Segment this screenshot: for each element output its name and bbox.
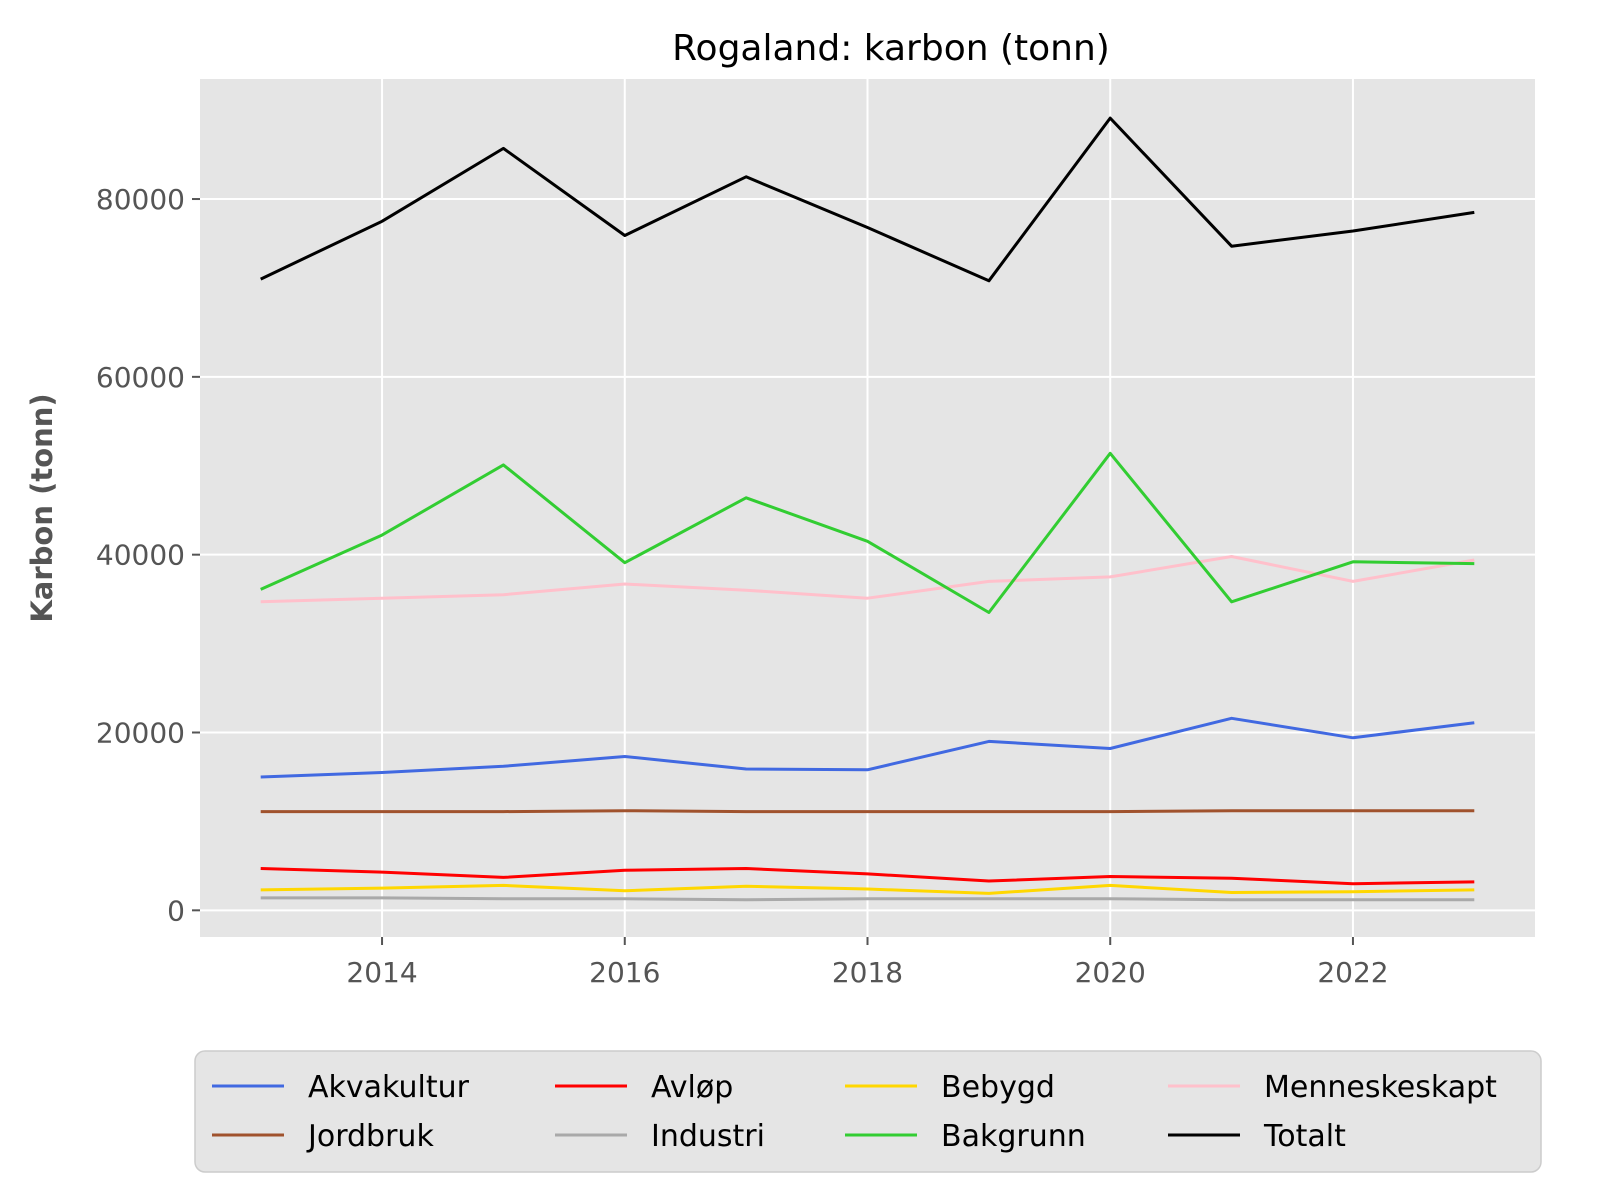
legend-label: Bebygd [941,1070,1055,1105]
legend-item-jordbruk: Jordbruk [212,1119,434,1154]
series-line-totalt [260,116,1475,283]
legend-items: Akvakultur Avløp Bebygd Menneskeskapt Jordbr… [212,1070,1497,1154]
x-tick-label: 2018 [832,956,903,989]
chart-title: Rogaland: karbon (tonn) [672,28,1110,69]
y-tick-label: 20000 [96,717,185,750]
series-line-jordbruk [260,809,1475,814]
legend-item-industri: Industri [555,1119,765,1154]
legend-label: Jordbruk [306,1119,434,1154]
x-tick-label: 2014 [346,956,417,989]
series-line-bebygd [260,883,1475,895]
legend-item-totalt: Totalt [1168,1119,1346,1154]
y-axis: 0 20000 40000 60000 80000 [96,183,200,927]
y-tick-label: 80000 [96,183,185,216]
legend [194,1050,1542,1173]
legend-item-menneskeskapt: Menneskeskapt [1168,1070,1497,1105]
y-axis-label: Karbon (tonn) [25,393,59,622]
y-tick-label: 0 [167,894,185,927]
legend-label: Industri [651,1119,765,1154]
legend-label: Menneskeskapt [1264,1070,1497,1105]
x-tick-label: 2016 [589,956,660,989]
x-tick-label: 2022 [1317,956,1388,989]
x-axis: 2014 2016 2018 2020 2022 [346,937,1389,989]
series-line-akvakultur [260,716,1475,779]
series-lines [260,116,1475,902]
legend-label: Bakgrunn [941,1119,1086,1154]
y-tick-label: 60000 [96,361,185,394]
series-line-bakgrunn [260,451,1475,614]
legend-item-bakgrunn: Bakgrunn [845,1119,1086,1154]
y-tick-label: 40000 [96,539,185,572]
legend-item-avløp: Avløp [555,1070,733,1105]
legend-label: Avløp [651,1070,733,1105]
series-line-avløp [260,867,1475,886]
legend-label: Totalt [1263,1119,1346,1154]
x-tick-label: 2020 [1075,956,1146,989]
legend-label: Akvakultur [308,1070,470,1105]
legend-item-bebygd: Bebygd [845,1070,1055,1105]
series-line-menneskeskapt [260,555,1475,604]
legend-item-akvakultur: Akvakultur [212,1070,470,1105]
series-line-industri [260,896,1475,902]
